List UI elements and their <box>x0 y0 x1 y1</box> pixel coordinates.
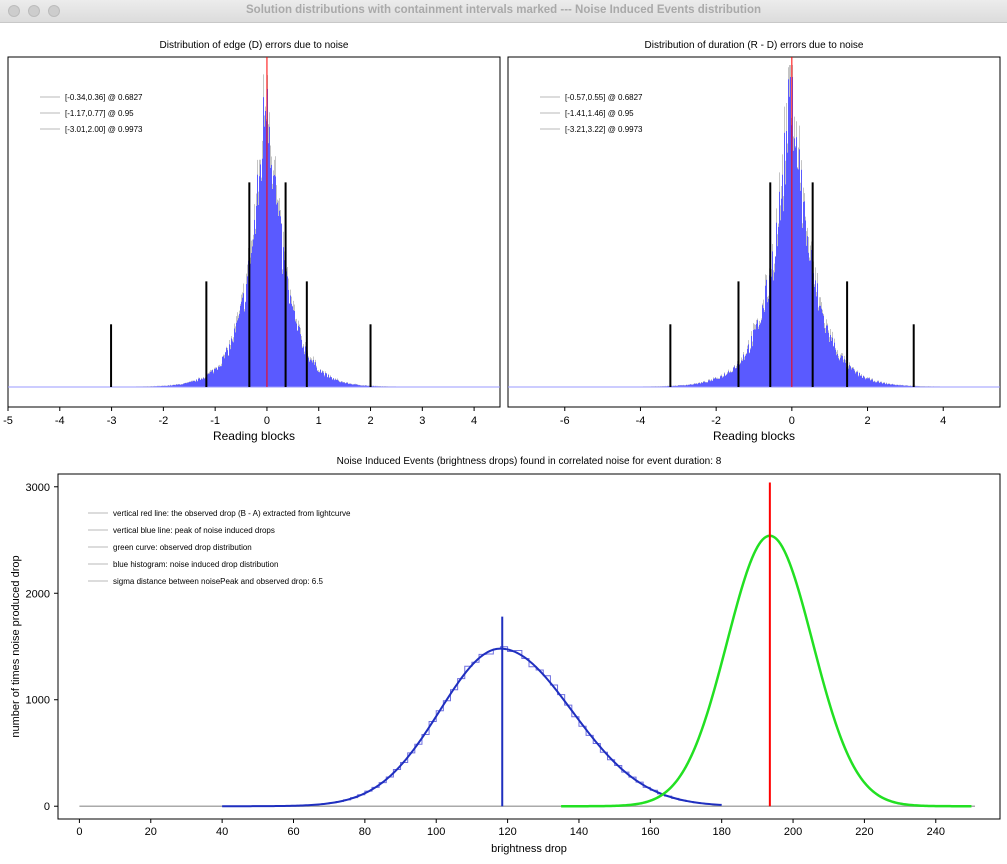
legend-entry-2: [-3.01,2.00] @ 0.9973 <box>65 125 143 134</box>
noise-curve <box>222 647 722 808</box>
x-tick-label: 160 <box>641 826 659 838</box>
legend-entry-2: green curve: observed drop distribution <box>113 543 252 552</box>
x-tick-label: 120 <box>498 826 516 838</box>
x-tick-label: 140 <box>570 826 588 838</box>
plot-frame <box>57 473 1001 820</box>
x-tick-label: -1 <box>210 415 220 427</box>
x-tick-label: -3 <box>107 415 117 427</box>
y-tick-label: 3000 <box>26 482 50 494</box>
x-tick-label: 100 <box>427 826 445 838</box>
x-tick-label: 180 <box>713 826 731 838</box>
x-tick-label: 240 <box>927 826 945 838</box>
x-tick-label: 4 <box>940 415 946 427</box>
x-axis-label: Reading blocks <box>713 429 795 443</box>
window-title: Solution distributions with containment … <box>246 4 761 16</box>
zoom-window-button[interactable] <box>48 5 60 17</box>
window-controls <box>8 5 60 17</box>
x-tick-label: -6 <box>560 415 570 427</box>
legend-entry-1: [-1.17,0.77] @ 0.95 <box>65 109 134 118</box>
observed-curve <box>561 534 972 808</box>
chart-title-duration: Distribution of duration (R - D) errors … <box>644 40 864 51</box>
chart-noise-induced-events[interactable]: vertical red line: the observed drop (B … <box>10 473 1001 855</box>
x-tick-label: 1 <box>316 415 322 427</box>
window-titlebar: Solution distributions with containment … <box>0 0 1007 23</box>
x-tick-label: -2 <box>158 415 168 427</box>
x-tick-label: 4 <box>471 415 477 427</box>
x-tick-label: -2 <box>711 415 721 427</box>
legend-entry-0: [-0.34,0.36] @ 0.6827 <box>65 93 143 102</box>
legend-entry-4: sigma distance between noisePeak and obs… <box>113 577 323 586</box>
legend-entry-1: [-1.41,1.46] @ 0.95 <box>565 109 634 118</box>
x-tick-label: -4 <box>636 415 646 427</box>
y-tick-label: 2000 <box>26 588 50 600</box>
y-tick-label: 0 <box>44 801 50 813</box>
x-tick-label: -4 <box>55 415 65 427</box>
chart-duration-errors[interactable]: [-0.57,0.55] @ 0.6827 [-1.41,1.46] @ 0.95… <box>507 56 1001 443</box>
chart-title-edge: Distribution of edge (D) errors due to n… <box>159 40 349 51</box>
legend-entry-2: [-3.21,3.22] @ 0.9973 <box>565 125 643 134</box>
x-tick-label: 40 <box>216 826 228 838</box>
x-axis-label: Reading blocks <box>213 429 295 443</box>
x-tick-label: 220 <box>855 826 873 838</box>
x-tick-label: 2 <box>367 415 373 427</box>
legend-entry-3: blue histogram: noise induced drop distr… <box>113 560 278 569</box>
x-tick-label: 80 <box>359 826 371 838</box>
x-tick-label: 0 <box>264 415 270 427</box>
x-axis-label: brightness drop <box>491 843 567 855</box>
minimize-window-button[interactable] <box>28 5 40 17</box>
legend-entry-1: vertical blue line: peak of noise induce… <box>113 526 275 535</box>
x-tick-label: 3 <box>419 415 425 427</box>
x-tick-label: 2 <box>864 415 870 427</box>
x-tick-label: -5 <box>3 415 13 427</box>
chart-title-noise-events: Noise Induced Events (brightness drops) … <box>336 456 722 467</box>
legend-entry-0: vertical red line: the observed drop (B … <box>113 509 351 518</box>
x-tick-label: 0 <box>76 826 82 838</box>
legend-entry-0: [-0.57,0.55] @ 0.6827 <box>565 93 643 102</box>
y-axis-label: number of times noise produced drop <box>10 555 22 737</box>
x-tick-label: 0 <box>789 415 795 427</box>
chart-edge-errors[interactable]: [-0.34,0.36] @ 0.6827 [-1.17,0.77] @ 0.95… <box>3 56 501 443</box>
y-tick-label: 1000 <box>26 695 50 707</box>
x-tick-label: 200 <box>784 826 802 838</box>
x-tick-label: 60 <box>287 826 299 838</box>
x-tick-label: 20 <box>145 826 157 838</box>
close-window-button[interactable] <box>8 5 20 17</box>
